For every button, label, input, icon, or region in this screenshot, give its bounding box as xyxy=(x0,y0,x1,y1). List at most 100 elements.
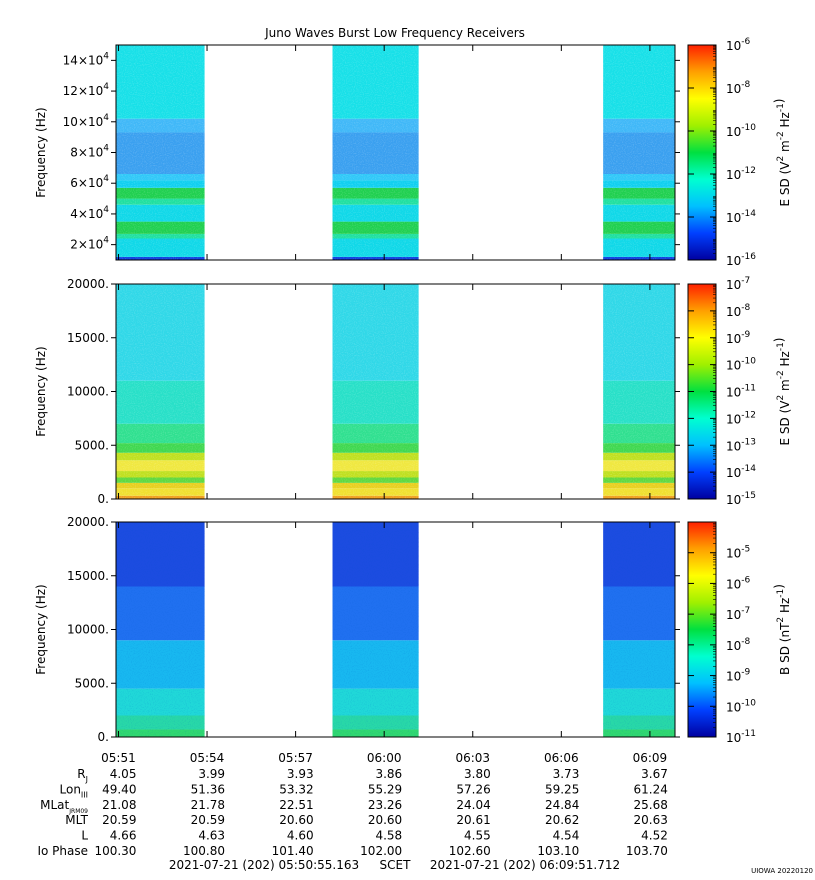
ephemeris-value: 102.00 xyxy=(360,844,402,858)
colorbar-tick-label: 10-9 xyxy=(726,330,751,346)
ephemeris-value: 4.52 xyxy=(641,829,668,843)
colorbar-tick-label: 10-11 xyxy=(726,384,756,400)
ephemeris-value: 4.60 xyxy=(287,829,314,843)
ephemeris-value: 25.68 xyxy=(634,798,668,812)
y-tick-label: 5000. xyxy=(75,438,109,452)
y-tick-label: 20000. xyxy=(67,277,109,291)
x-tick-label: 06:09 xyxy=(633,751,668,765)
y-tick-label: 6×104 xyxy=(70,174,109,190)
colorbar-tick-label: 10-6 xyxy=(726,575,751,591)
data-block xyxy=(332,284,419,499)
ephemeris-value: 24.04 xyxy=(456,798,490,812)
x-tick-label: 05:54 xyxy=(190,751,225,765)
ephemeris-value: 4.63 xyxy=(198,829,225,843)
data-block xyxy=(603,522,675,737)
ephemeris-value: 20.63 xyxy=(634,813,668,827)
ephemeris-value: 3.93 xyxy=(287,767,314,781)
x-tick-label: 06:06 xyxy=(544,751,579,765)
data-block xyxy=(603,45,675,260)
y-tick-label: 15000. xyxy=(67,569,109,583)
footer-start-time: 2021-07-21 (202) 05:50:55.163 xyxy=(169,858,359,872)
colorbar-gradient xyxy=(687,521,717,738)
colorbar-tick-label: 10-10 xyxy=(726,357,756,373)
colorbar-tick-label: 10-5 xyxy=(726,545,750,561)
ephemeris-value: 23.26 xyxy=(368,798,402,812)
ephemeris-value: 24.84 xyxy=(545,798,579,812)
colorbar-tick-label: 10-12 xyxy=(726,166,756,182)
y-tick-label: 10×104 xyxy=(63,113,110,129)
colorbar-gradient xyxy=(687,44,717,261)
colorbar-label: B SD (nT2 Hz-1) xyxy=(772,584,792,675)
noise-texture xyxy=(332,45,419,260)
data-block xyxy=(116,45,205,260)
y-tick-label: 10000. xyxy=(67,623,109,637)
noise-texture xyxy=(603,45,675,260)
x-tick-label: 06:03 xyxy=(455,751,490,765)
ephemeris-row-label: MLT xyxy=(65,813,88,827)
noise-texture xyxy=(116,522,205,737)
ephemeris-value: 4.54 xyxy=(553,829,580,843)
ephemeris-value: 4.55 xyxy=(464,829,491,843)
noise-texture xyxy=(116,45,205,260)
time-axis: 05:51 05:54 05:57 06:00 06:03 06:06 06:09 xyxy=(101,751,667,765)
panel-1: 2×104 4×104 6×104 8×104 10×104 12×104 14×104 Fr… xyxy=(34,37,792,268)
ephemeris-value: 59.25 xyxy=(545,782,579,796)
y-tick-label: 8×104 xyxy=(70,144,109,160)
data-block xyxy=(116,522,205,737)
noise-texture xyxy=(332,522,419,737)
ephemeris-value: 3.99 xyxy=(198,767,225,781)
ephemeris-value: 21.08 xyxy=(102,798,136,812)
x-tick-label: 05:57 xyxy=(278,751,313,765)
colorbar: 10-7 10-8 10-9 10-10 10-11 10-12 10-13 10-14 10-… xyxy=(687,276,792,507)
colorbar: 10-6 10-8 10-10 10-12 10-14 10-16 E SD (V2 m-2… xyxy=(687,37,792,268)
y-tick-label: 4×104 xyxy=(70,205,109,221)
ephemeris-value: 3.67 xyxy=(641,767,668,781)
footer-credit: UIOWA 20220120 xyxy=(751,867,813,875)
y-tick-label: 15000. xyxy=(67,331,109,345)
ephemeris-value: 100.30 xyxy=(94,844,136,858)
noise-texture xyxy=(603,284,675,499)
ephemeris-row-label: RJ xyxy=(77,767,88,784)
colorbar-tick-label: 10-10 xyxy=(726,123,756,139)
colorbar-tick-label: 10-7 xyxy=(726,606,750,622)
ephemeris-value: 22.51 xyxy=(279,798,313,812)
colorbar-tick-label: 10-16 xyxy=(726,252,756,268)
x-tick-label: 06:00 xyxy=(367,751,402,765)
y-tick-label: 10000. xyxy=(67,385,109,399)
y-tick-label: 0. xyxy=(98,730,109,744)
panels: 2×104 4×104 6×104 8×104 10×104 12×104 14×104 Fr… xyxy=(34,37,792,745)
ephemeris-value: 3.73 xyxy=(553,767,580,781)
colorbar-tick-label: 10-8 xyxy=(726,637,751,653)
ephemeris-value: 20.59 xyxy=(102,813,136,827)
ephemeris-value: 55.29 xyxy=(368,782,402,796)
colorbar-label: E SD (V2 m-2 Hz-1) xyxy=(772,98,792,206)
colorbar-tick-label: 10-8 xyxy=(726,303,751,319)
colorbar-tick-label: 10-9 xyxy=(726,668,751,684)
noise-texture xyxy=(116,284,205,499)
colorbar-label: E SD (V2 m-2 Hz-1) xyxy=(772,337,792,445)
ephemeris-value: 21.78 xyxy=(191,798,225,812)
ephemeris-value: 53.32 xyxy=(279,782,313,796)
colorbar-tick-label: 10-13 xyxy=(726,437,756,453)
x-tick-label: 05:51 xyxy=(101,751,136,765)
colorbar-tick-label: 10-12 xyxy=(726,410,756,426)
y-axis-label: Frequency (Hz) xyxy=(34,107,48,198)
colorbar-tick-label: 10-11 xyxy=(726,729,756,745)
data-block xyxy=(332,45,419,260)
y-tick-label: 20000. xyxy=(67,515,109,529)
data-block xyxy=(116,284,205,499)
ephemeris-value: 103.10 xyxy=(537,844,579,858)
ephemeris-value: 57.26 xyxy=(456,782,490,796)
colorbar-tick-label: 10-14 xyxy=(726,209,756,225)
ephemeris-table: RJ 4.05 3.99 3.93 3.86 3.80 3.73 3.67 LonIII 49.4… xyxy=(37,767,667,858)
data-block xyxy=(603,284,675,499)
colorbar-tick-label: 10-14 xyxy=(726,464,756,480)
footer-end-time: 2021-07-21 (202) 06:09:51.712 xyxy=(430,858,620,872)
ephemeris-value: 4.58 xyxy=(375,829,402,843)
ephemeris-value: 20.60 xyxy=(368,813,402,827)
footer-scet-label: SCET xyxy=(380,858,412,872)
colorbar-tick-label: 10-6 xyxy=(726,37,751,53)
ephemeris-value: 3.80 xyxy=(464,767,491,781)
data-block xyxy=(332,522,419,737)
colorbar-tick-label: 10-10 xyxy=(726,698,756,714)
